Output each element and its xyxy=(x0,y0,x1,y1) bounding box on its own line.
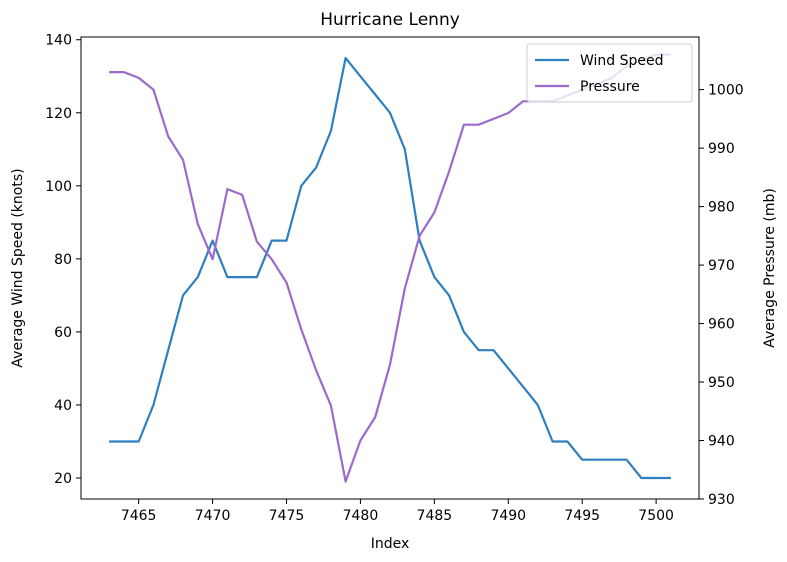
x-tick-label: 7470 xyxy=(195,508,231,524)
right-y-tick-label: 950 xyxy=(708,375,735,391)
left-y-tick-label: 120 xyxy=(45,106,72,122)
right-y-axis-ticks: 930 940 950 960 970 980 990 1000 xyxy=(699,83,744,508)
left-y-tick-label: 100 xyxy=(45,179,72,195)
x-axis-label: Index xyxy=(371,536,410,552)
right-y-tick-label: 930 xyxy=(708,492,735,508)
right-y-tick-label: 1000 xyxy=(708,83,744,99)
left-y-tick-label: 80 xyxy=(54,252,72,268)
x-tick-label: 7485 xyxy=(417,508,453,524)
right-y-axis-label: Average Pressure (mb) xyxy=(762,188,778,348)
wind-speed-line xyxy=(109,56,671,480)
legend-label-pressure: Pressure xyxy=(580,79,640,95)
x-tick-label: 7480 xyxy=(343,508,379,524)
left-y-axis-label: Average Wind Speed (knots) xyxy=(10,168,26,367)
right-y-tick-label: 990 xyxy=(708,141,735,157)
legend-box xyxy=(526,43,693,103)
left-y-axis-ticks: 20 40 60 80 100 120 140 xyxy=(45,33,81,487)
x-tick-label: 7500 xyxy=(638,508,674,524)
legend-label-wind-speed: Wind Speed xyxy=(580,53,664,69)
x-axis-ticks: 7465 7470 7475 7480 7485 7490 7495 7500 xyxy=(121,499,674,524)
left-y-tick-label: 40 xyxy=(54,398,72,414)
right-y-tick-label: 970 xyxy=(708,258,735,274)
legend: Wind Speed Pressure xyxy=(526,43,693,103)
x-tick-label: 7495 xyxy=(564,508,600,524)
left-y-tick-label: 60 xyxy=(54,325,72,341)
left-y-tick-label: 20 xyxy=(54,471,72,487)
right-y-tick-label: 980 xyxy=(708,200,735,216)
right-y-tick-label: 960 xyxy=(708,317,735,333)
chart-title: Hurricane Lenny xyxy=(320,10,460,30)
plot-frame xyxy=(80,36,700,500)
series-lines xyxy=(109,53,671,483)
x-tick-label: 7465 xyxy=(121,508,157,524)
right-y-tick-label: 940 xyxy=(708,434,735,450)
pressure-line xyxy=(109,53,671,483)
left-y-tick-label: 140 xyxy=(45,33,72,49)
x-tick-label: 7490 xyxy=(490,508,526,524)
x-tick-label: 7475 xyxy=(269,508,305,524)
